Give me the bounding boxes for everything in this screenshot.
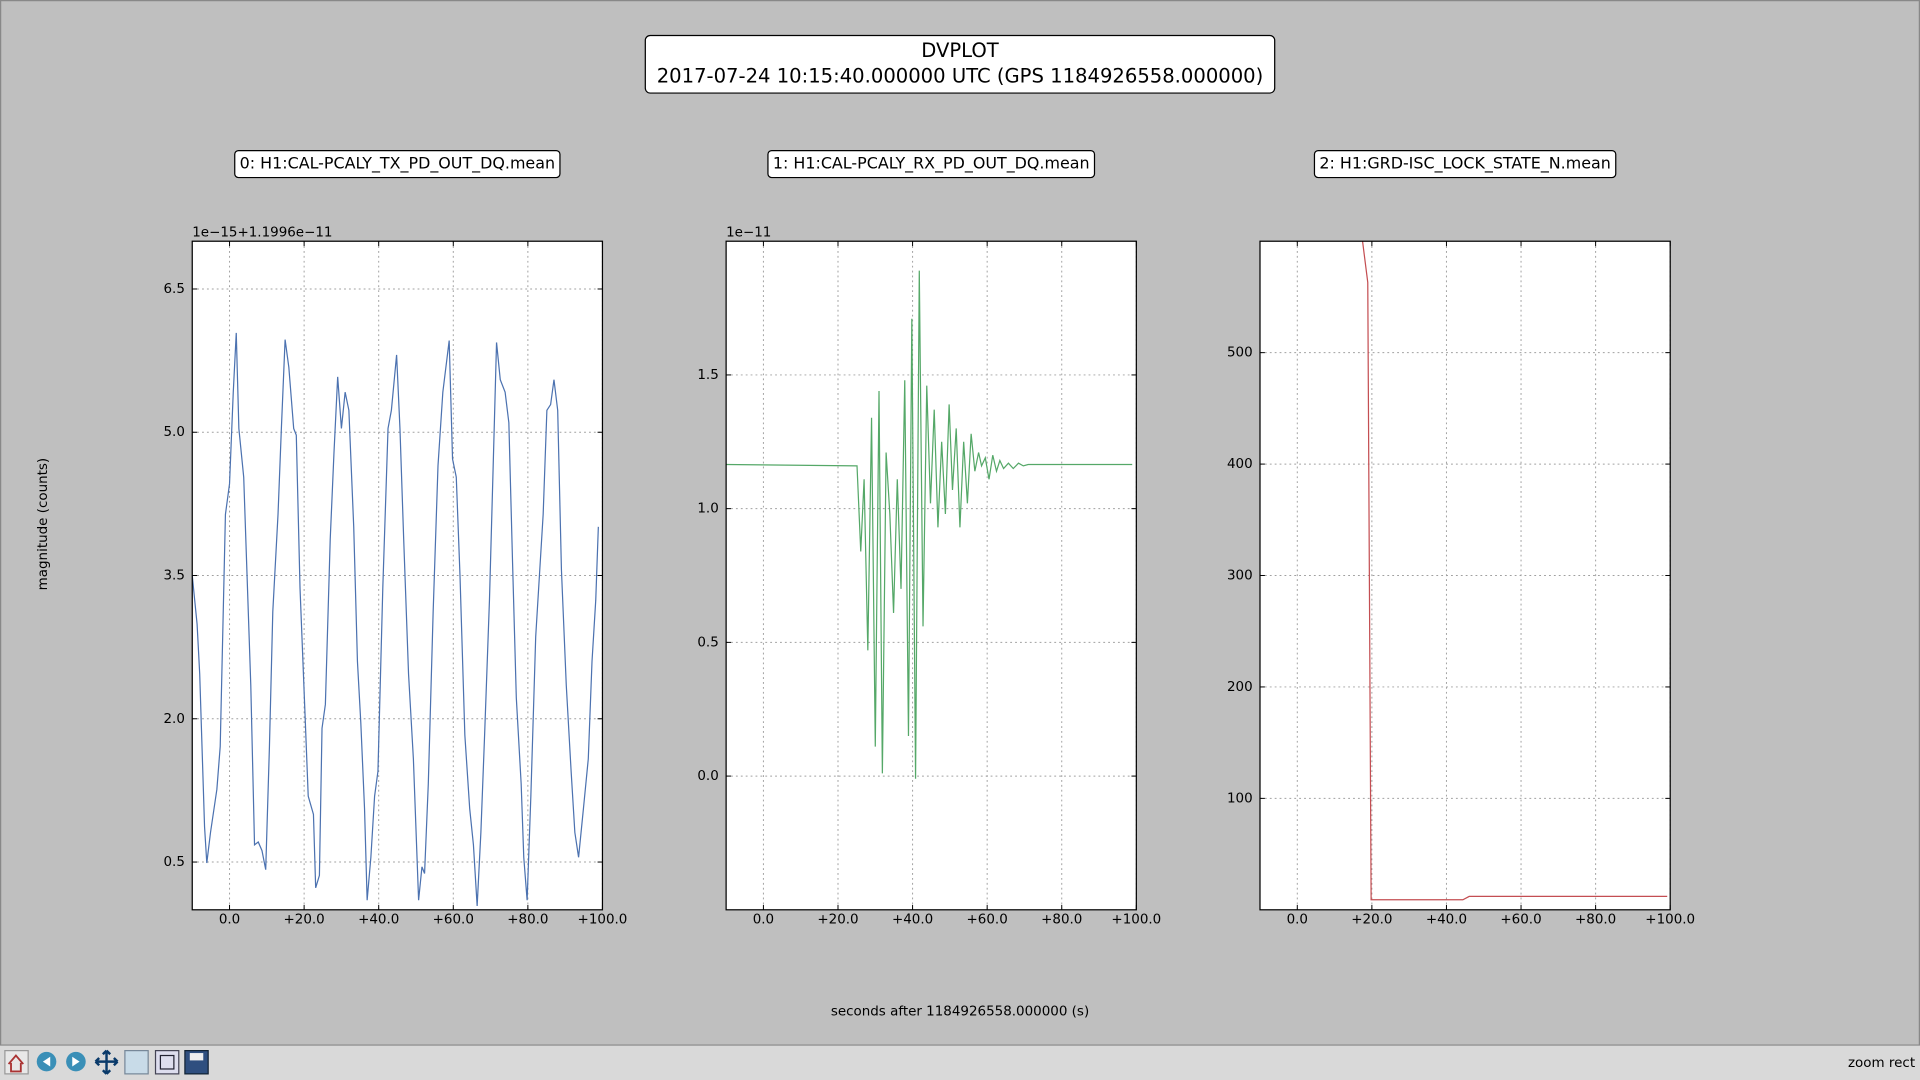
pan-button[interactable] — [94, 1049, 119, 1075]
x-tick-label: +60.0 — [433, 913, 474, 928]
plot-frame — [191, 240, 604, 911]
x-tick-label: +40.0 — [358, 913, 399, 928]
x-tick-label: +60.0 — [1500, 913, 1541, 928]
subplot-title: 0: H1:CAL-PCALY_TX_PD_OUT_DQ.mean — [240, 154, 555, 174]
x-tick-label: +100.0 — [1645, 913, 1695, 928]
x-tick-label: +20.0 — [284, 913, 325, 928]
x-tick-label: +40.0 — [1426, 913, 1467, 928]
toolbar-buttons — [4, 1049, 209, 1075]
x-tick-label: +20.0 — [817, 913, 858, 928]
figure-subtitle: 2017-07-24 10:15:40.000000 UTC (GPS 1184… — [657, 65, 1264, 88]
subplot: 2: H1:GRD-ISC_LOCK_STATE_N.mean 0.0 +20.0 +… — [1227, 150, 1695, 928]
y-tick-label: 5.0 — [163, 425, 184, 440]
x-tick-label: 0.0 — [219, 913, 240, 928]
x-tick-label: 0.0 — [1287, 913, 1308, 928]
data-line — [1361, 241, 1668, 901]
subplot: 0: H1:CAL-PCALY_TX_PD_OUT_DQ.mean 1e−15+1… — [163, 150, 628, 928]
toolbar-status: zoom rect — [1848, 1056, 1915, 1071]
title-box — [644, 34, 1276, 94]
configure-button[interactable] — [154, 1050, 180, 1075]
y-tick-label: 0.5 — [697, 635, 718, 650]
y-axis-label: magnitude (counts) — [36, 458, 51, 591]
configure-icon — [159, 1054, 175, 1070]
subplot-title: 2: H1:GRD-ISC_LOCK_STATE_N.mean — [1319, 154, 1611, 174]
y-tick-label: 200 — [1227, 680, 1253, 695]
back-icon — [42, 1056, 51, 1067]
zoom-button[interactable] — [124, 1050, 149, 1075]
x-tick-label: 0.0 — [753, 913, 774, 928]
y-tick-label: 0.0 — [697, 769, 718, 784]
offset-label: 1e−15+1.1996e−11 — [192, 226, 332, 241]
y-tick-label: 1.0 — [697, 502, 718, 517]
x-tick-label: +20.0 — [1351, 913, 1392, 928]
figure-title: DVPLOT — [921, 39, 1000, 62]
offset-label: 1e−11 — [726, 226, 771, 241]
x-tick-label: +80.0 — [1041, 913, 1082, 928]
subplot-title-box — [234, 150, 561, 179]
x-tick-label: +100.0 — [1111, 913, 1161, 928]
x-tick-label: +80.0 — [507, 913, 548, 928]
x-tick-label: +40.0 — [892, 913, 933, 928]
toolbar — [0, 1045, 1920, 1080]
data-line — [726, 270, 1133, 779]
data-line — [192, 332, 599, 907]
y-tick-label: 500 — [1227, 346, 1253, 361]
plot-frame — [725, 240, 1137, 911]
subplot-title-box — [1313, 150, 1617, 179]
x-tick-label: +60.0 — [967, 913, 1008, 928]
y-tick-label: 400 — [1227, 457, 1253, 472]
y-tick-label: 300 — [1227, 569, 1253, 584]
y-tick-label: 6.5 — [163, 282, 184, 297]
home-button[interactable] — [4, 1050, 29, 1075]
figure-border — [0, 0, 1920, 1046]
x-tick-label: +100.0 — [578, 913, 628, 928]
subplot-title-box — [767, 150, 1096, 179]
y-tick-label: 3.5 — [163, 569, 184, 584]
subplot-title: 1: H1:CAL-PCALY_RX_PD_OUT_DQ.mean — [773, 154, 1090, 174]
x-tick-label: +80.0 — [1575, 913, 1616, 928]
save-icon — [189, 1053, 204, 1061]
home-icon — [7, 1054, 24, 1073]
plot-area — [192, 241, 603, 910]
plot-area — [1260, 241, 1671, 910]
y-tick-label: 0.5 — [163, 855, 184, 870]
subplot: 1: H1:CAL-PCALY_RX_PD_OUT_DQ.mean 1e−11 0.… — [697, 150, 1161, 928]
plot-frame — [1259, 240, 1671, 911]
forward-icon — [72, 1056, 80, 1067]
y-tick-label: 100 — [1227, 791, 1253, 806]
x-axis-label: seconds after 1184926558.000000 (s) — [831, 1004, 1089, 1019]
y-tick-label: 1.5 — [697, 368, 718, 383]
y-tick-label: 2.0 — [163, 712, 184, 727]
plot-area — [726, 241, 1137, 910]
